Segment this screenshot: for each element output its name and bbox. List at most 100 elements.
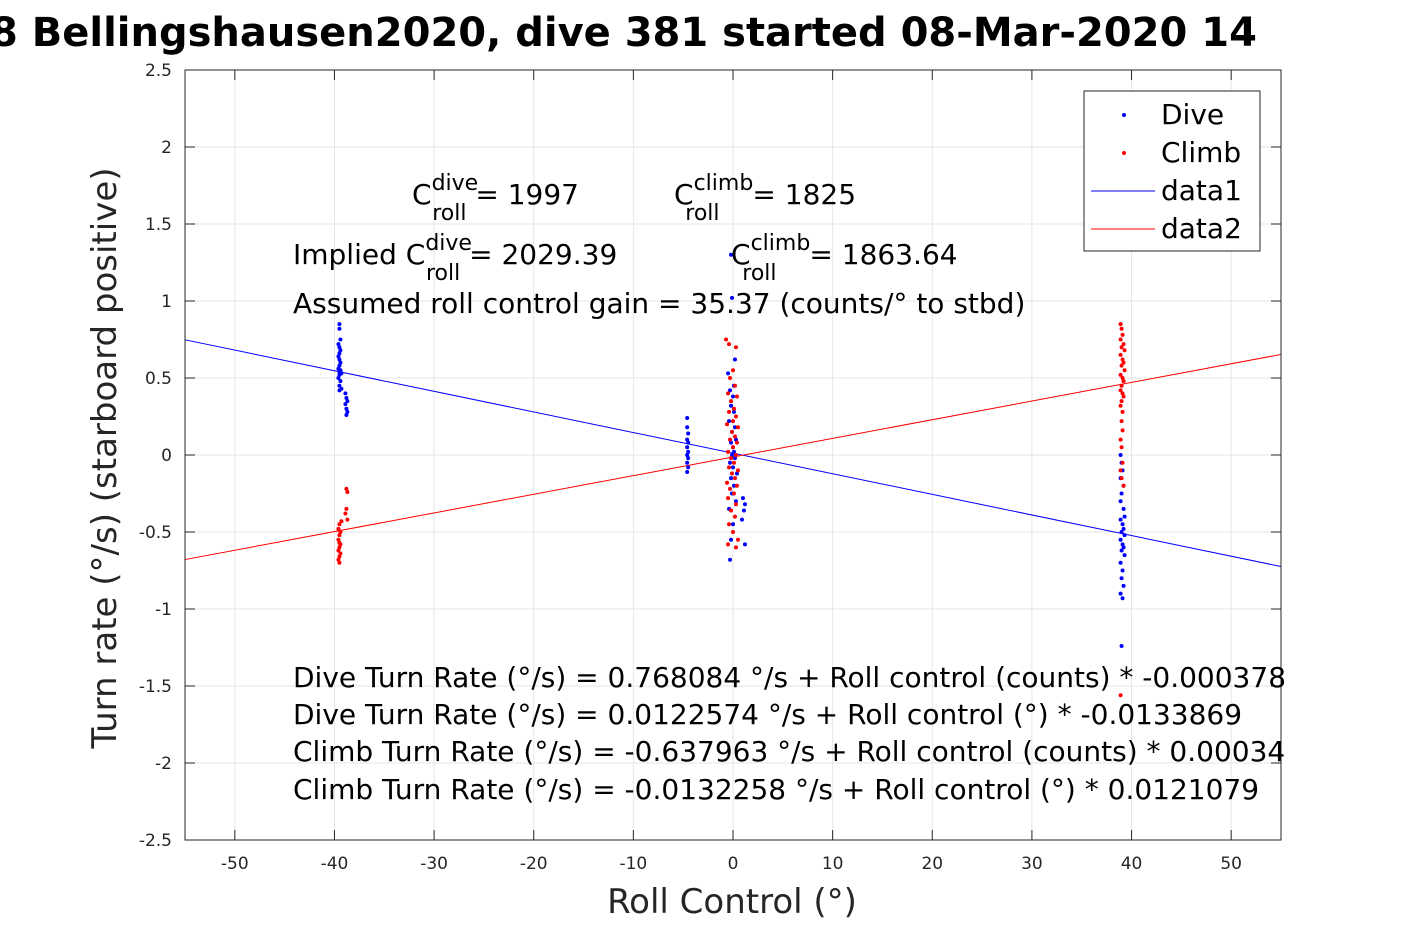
point-dive — [337, 345, 342, 350]
point-climb — [725, 422, 730, 427]
point-climb — [1119, 445, 1124, 450]
point-dive — [732, 425, 737, 430]
point-climb — [733, 345, 738, 350]
point-climb — [732, 476, 737, 481]
point-climb — [731, 406, 736, 411]
point-dive — [686, 431, 691, 436]
point-climb — [1121, 394, 1126, 399]
point-dive — [1122, 553, 1127, 558]
point-dive — [1118, 560, 1123, 565]
point-climb — [1120, 332, 1125, 337]
point-climb — [1122, 368, 1127, 373]
point-climb — [728, 376, 733, 380]
point-dive — [1122, 514, 1127, 519]
point-climb — [1119, 363, 1124, 368]
annotation-eq-1: Dive Turn Rate (°/s) = 0.768084 °/s + Ro… — [293, 661, 1286, 694]
data-points — [336, 252, 1127, 698]
y-tick-label: 1 — [161, 292, 172, 312]
point-climb — [726, 391, 731, 396]
point-climb — [336, 526, 341, 531]
point-climb — [1120, 460, 1125, 465]
point-dive — [344, 406, 349, 411]
point-dive — [686, 440, 691, 445]
annotation-c-climb: Cclimb roll = 1825 — [674, 171, 856, 226]
point-climb — [730, 471, 735, 476]
point-dive — [731, 409, 736, 414]
x-tick-label: 0 — [728, 854, 739, 874]
point-climb — [724, 337, 729, 342]
point-climb — [1122, 348, 1127, 353]
point-climb — [1118, 468, 1123, 473]
point-climb — [1120, 376, 1125, 380]
point-climb — [1121, 379, 1126, 384]
point-climb — [1118, 388, 1123, 393]
point-dive — [729, 537, 734, 542]
point-climb — [1118, 693, 1123, 698]
point-dive — [1120, 542, 1125, 547]
point-dive — [740, 496, 745, 501]
point-dive — [1121, 526, 1126, 531]
x-axis-label: Roll Control (°) — [607, 882, 857, 922]
point-climb — [1118, 352, 1123, 357]
point-climb — [339, 519, 344, 524]
point-dive — [344, 396, 349, 401]
point-dive — [1121, 545, 1126, 550]
legend-dive-marker — [1122, 113, 1126, 117]
point-climb — [726, 449, 731, 454]
point-dive — [338, 348, 343, 353]
point-climb — [725, 480, 730, 485]
point-climb — [337, 554, 342, 559]
point-dive — [1118, 517, 1123, 522]
point-dive — [1120, 596, 1125, 601]
point-climb — [731, 368, 735, 373]
y-tick-label: -1 — [155, 600, 172, 620]
y-axis-label: Turn rate (°/s) (starboard positive) — [85, 167, 125, 749]
point-dive — [728, 460, 733, 465]
point-dive — [1118, 499, 1123, 504]
point-climb — [733, 453, 738, 457]
point-climb — [731, 460, 736, 465]
point-dive — [730, 453, 735, 457]
point-dive — [727, 419, 732, 424]
point-dive — [685, 425, 690, 430]
y-tick-label: 0 — [161, 446, 172, 466]
point-dive — [733, 437, 738, 442]
point-climb — [1121, 483, 1126, 488]
point-dive — [337, 388, 342, 393]
point-dive — [731, 483, 736, 488]
point-climb — [1118, 437, 1123, 442]
point-climb — [1119, 326, 1124, 331]
point-dive — [1121, 506, 1126, 511]
point-dive — [686, 456, 691, 461]
point-dive — [685, 416, 690, 421]
point-climb — [726, 496, 731, 501]
y-tick-label: -1.5 — [139, 677, 172, 697]
point-dive — [1120, 568, 1125, 573]
point-dive — [345, 409, 350, 414]
point-climb — [1119, 399, 1124, 404]
point-dive — [732, 357, 737, 362]
annotation-gain: Assumed roll control gain = 35.37 (count… — [293, 287, 1025, 320]
point-dive — [685, 460, 690, 465]
annotation-eq-3: Climb Turn Rate (°/s) = -0.637963 °/s + … — [293, 735, 1285, 768]
point-dive — [1119, 576, 1124, 581]
point-dive — [685, 453, 690, 457]
point-climb — [734, 394, 739, 399]
point-climb — [735, 425, 740, 430]
point-climb — [1118, 337, 1123, 342]
point-dive — [338, 337, 343, 342]
point-climb — [731, 445, 735, 450]
point-climb — [1120, 409, 1125, 414]
point-dive — [729, 403, 734, 408]
point-climb — [733, 414, 738, 419]
point-climb — [344, 486, 349, 491]
point-dive — [686, 465, 691, 470]
point-dive — [337, 383, 342, 388]
point-climb — [1119, 345, 1124, 350]
y-tick-label: 0.5 — [145, 369, 172, 389]
x-tick-label: -20 — [520, 854, 548, 874]
point-climb — [1121, 342, 1126, 347]
